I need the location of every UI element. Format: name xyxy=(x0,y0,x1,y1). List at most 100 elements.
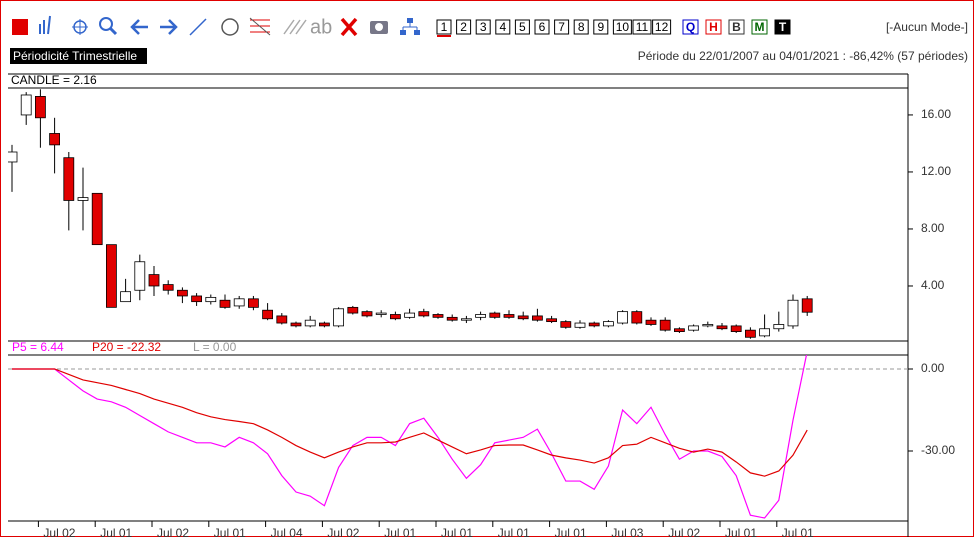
timeframe-button[interactable] xyxy=(593,19,609,35)
x-tick-label: Jul 01 xyxy=(782,526,814,537)
candle-body xyxy=(631,311,643,324)
timeframe-label: 8 xyxy=(578,20,585,34)
mode-letter: T xyxy=(779,20,787,34)
indicator-line xyxy=(12,355,808,519)
candle-body xyxy=(617,311,628,324)
legend-entry: P20 = -22.32 xyxy=(92,340,161,354)
timeframe-button[interactable] xyxy=(514,19,530,35)
back-icon[interactable] xyxy=(130,19,148,35)
mode-button[interactable] xyxy=(751,19,768,35)
x-tick-label: Jul 01 xyxy=(498,526,530,537)
candle-body xyxy=(574,322,586,328)
candle-body xyxy=(134,261,146,291)
candle-body xyxy=(49,133,60,146)
candle-body xyxy=(8,151,18,163)
mode-button[interactable] xyxy=(728,19,745,35)
periodicity: Périodicité Trimestrielle xyxy=(13,49,137,63)
forward-icon[interactable] xyxy=(160,19,178,35)
timeframe-button[interactable] xyxy=(456,19,472,35)
candle-body xyxy=(205,296,217,303)
timeframe-label: 6 xyxy=(539,20,546,34)
candle-body xyxy=(63,157,75,201)
x-tick-label: Jul 02 xyxy=(327,526,359,537)
x-tick-label: Jul 01 xyxy=(384,526,416,537)
x-tick-label: Jul 03 xyxy=(611,526,643,537)
text-tool[interactable]: ab xyxy=(310,16,332,38)
timeframe-button[interactable] xyxy=(495,19,511,35)
timeframe-label: 4 xyxy=(499,20,506,34)
candle-body xyxy=(262,309,274,320)
candle-body xyxy=(702,324,714,327)
x-tick-label: Jul 01 xyxy=(100,526,132,537)
candle-body xyxy=(219,299,231,308)
candle-body xyxy=(404,312,416,318)
timeframe-button[interactable] xyxy=(573,19,589,35)
y-tick-label: 4.00 xyxy=(921,278,945,292)
timeframe-buttons: 1 2 3 4 5 6 7 8 9 10 11 12 Q H B M T xyxy=(436,19,791,37)
candle-body xyxy=(603,321,614,327)
circle-icon[interactable] xyxy=(221,18,239,36)
fibo-icon[interactable] xyxy=(249,17,271,36)
x-tick-label: Jul 01 xyxy=(555,526,587,537)
timeframe-button[interactable] xyxy=(652,19,672,35)
candle-body xyxy=(546,318,557,323)
timeframe-button[interactable] xyxy=(436,19,452,35)
candle-body xyxy=(432,314,444,318)
legend-entry: P5 = 6.44 xyxy=(12,340,64,354)
candle-body xyxy=(532,315,543,321)
candle-body xyxy=(318,322,330,327)
candle-body xyxy=(460,318,472,321)
timeframe-label: 2 xyxy=(460,20,467,34)
crosshair-icon[interactable] xyxy=(72,19,88,35)
camera-icon[interactable] xyxy=(370,21,388,34)
candle-body xyxy=(361,311,373,317)
toolbar: ab xyxy=(12,15,420,38)
candle-body xyxy=(560,321,572,328)
delete-icon[interactable] xyxy=(340,17,358,37)
x-tick-label: Jul 02 xyxy=(157,526,189,537)
stop-icon[interactable] xyxy=(12,19,28,35)
candle-body xyxy=(801,298,813,313)
candle-body xyxy=(389,314,401,320)
candle-body xyxy=(645,319,657,325)
y-tick-label: -30.00 xyxy=(921,443,955,457)
x-tick-label: Jul 04 xyxy=(271,526,303,537)
mode-label: [-Aucun Mode-] xyxy=(886,20,968,34)
mode-letter: H xyxy=(709,20,718,34)
candle-body xyxy=(347,306,359,314)
price-panel xyxy=(8,89,813,339)
timeframe-button[interactable] xyxy=(632,19,652,35)
mode-button[interactable] xyxy=(682,19,699,35)
candle-body xyxy=(276,315,288,324)
candle-body xyxy=(290,322,302,327)
candle-body xyxy=(176,289,188,297)
candle-body xyxy=(247,298,259,308)
y-tick-label: 16.00 xyxy=(921,107,951,121)
timeframe-label: 3 xyxy=(480,20,487,34)
candle-body xyxy=(77,197,89,201)
candle-body xyxy=(588,322,600,327)
channel-icon[interactable] xyxy=(283,19,307,35)
candle-body xyxy=(659,319,671,331)
candle-body xyxy=(106,244,117,308)
line-icon[interactable] xyxy=(189,18,207,36)
timeframe-label: 12 xyxy=(655,20,669,34)
timeframe-button[interactable] xyxy=(554,19,570,35)
candle-body xyxy=(418,311,430,317)
candle-body xyxy=(91,192,103,246)
timeframe-button[interactable] xyxy=(534,19,550,35)
timeframe-button[interactable] xyxy=(475,19,491,35)
pointer-icon[interactable] xyxy=(39,15,51,35)
timeframe-button[interactable] xyxy=(612,19,632,35)
tree-icon[interactable] xyxy=(400,18,420,35)
mode-button[interactable] xyxy=(705,19,722,35)
zoom-icon[interactable] xyxy=(99,17,118,36)
y-tick-label: 8.00 xyxy=(921,221,945,235)
mode-letter: Q xyxy=(686,20,695,34)
mode-button[interactable] xyxy=(774,19,791,35)
candle-body xyxy=(688,325,699,331)
timeframe-label: 9 xyxy=(597,20,604,34)
x-tick-label: Jul 01 xyxy=(214,526,246,537)
